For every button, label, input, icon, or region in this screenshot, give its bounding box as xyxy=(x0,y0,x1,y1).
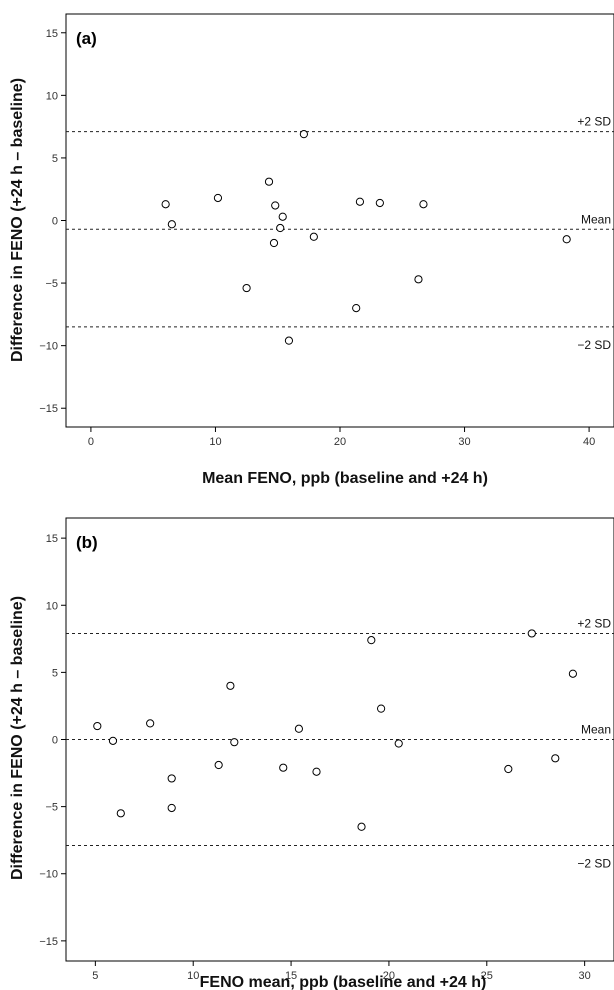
panel-b-x-tick-label: 20 xyxy=(383,970,395,982)
panel-b-x-tick-label: 10 xyxy=(187,970,199,982)
panel-b-data-point xyxy=(377,704,386,713)
panel-b-label: (b) xyxy=(76,533,98,552)
panel-b-plot-frame xyxy=(65,517,614,962)
panel-a-y-tick-label: −5 xyxy=(45,278,58,290)
panel-b-data-point xyxy=(367,636,376,645)
panel-b-reference-label: Mean xyxy=(581,723,611,737)
panel-a-reference-lines: +2 SD Mean −2 SD xyxy=(66,115,614,352)
panel-b-y-tick-label: −10 xyxy=(39,869,58,881)
panel-b-ylabel: Difference in FENO (+24 h – baseline) xyxy=(9,596,26,880)
panel-b-data-point xyxy=(108,736,118,745)
panel-a: Difference in FENO (+24 h – baseline) 15… xyxy=(9,13,614,487)
panel-a-y-tick-label: −10 xyxy=(39,341,58,353)
panel-a-x-tick-label: 20 xyxy=(334,436,346,448)
panel-a-data-point xyxy=(278,212,287,221)
panel-a-x-tick-label: 30 xyxy=(458,436,470,448)
panel-a-data-point xyxy=(355,197,365,206)
panel-a-x-tick-label: 0 xyxy=(88,436,94,448)
panel-a-points xyxy=(161,130,571,345)
panel-a-data-point xyxy=(276,223,285,233)
panel-a-data-point xyxy=(375,198,384,208)
panel-b-y-tick-label: −15 xyxy=(39,936,58,948)
panel-b-xlabel: FENO mean, ppb (baseline and +24 h) xyxy=(200,974,487,990)
panel-b-x-tick-label: 5 xyxy=(92,970,98,982)
panel-b: Difference in FENO (+24 h – baseline) 15… xyxy=(9,517,614,990)
panel-a-data-point xyxy=(419,200,428,209)
panel-a-y-tick-label: 10 xyxy=(46,90,58,102)
panel-a-label: (a) xyxy=(76,29,97,48)
panel-a-data-point xyxy=(271,201,280,210)
panel-b-y-tick-label: −5 xyxy=(45,802,58,814)
panel-b-data-point xyxy=(93,721,102,731)
panel-b-y-tick-label: 5 xyxy=(52,667,58,679)
panel-a-y-tick-label: 15 xyxy=(46,28,58,40)
panel-a-y-tick-label: 5 xyxy=(52,153,58,165)
panel-b-reference-label: −2 SD xyxy=(577,857,611,871)
panel-b-x-tick-label: 25 xyxy=(481,970,493,982)
panel-b-reference-label: +2 SD xyxy=(577,616,611,630)
panel-a-reference-label: +2 SD xyxy=(577,115,611,129)
panel-a-data-point xyxy=(562,235,571,244)
panel-b-data-point xyxy=(394,739,403,748)
panel-a-data-point xyxy=(264,177,274,186)
panel-a-y-axis: 15 10 5 0 −5 −10 −15 xyxy=(39,28,66,415)
panel-a-data-point xyxy=(161,200,170,209)
panel-b-x-tick-label: 15 xyxy=(285,970,297,982)
panel-a-data-point xyxy=(167,220,176,229)
panel-a-ylabel: Difference in FENO (+24 h – baseline) xyxy=(9,78,26,362)
panel-b-data-point xyxy=(146,719,155,728)
panel-b-data-point xyxy=(527,629,536,638)
panel-a-reference-label: −2 SD xyxy=(577,338,611,352)
panel-a-x-tick-label: 40 xyxy=(583,436,595,448)
panel-b-data-point xyxy=(294,724,303,733)
panel-b-data-point xyxy=(551,754,560,763)
panel-a-x-axis: 0 10 20 30 40 xyxy=(88,427,595,448)
panel-b-data-point xyxy=(116,809,125,818)
panel-b-data-point xyxy=(504,764,513,774)
panel-b-data-point xyxy=(167,803,176,813)
panel-b-data-point xyxy=(230,738,239,747)
panel-a-reference-label: Mean xyxy=(581,212,611,226)
panel-a-data-point xyxy=(414,275,423,284)
panel-a-xlabel: Mean FENO, ppb (baseline and +24 h) xyxy=(202,470,488,487)
panel-a-data-point xyxy=(309,232,318,241)
panel-a-data-point xyxy=(269,238,279,248)
panel-b-points xyxy=(93,629,578,831)
panel-b-x-axis: 5 10 15 20 25 30 xyxy=(92,961,591,982)
panel-a-data-point xyxy=(242,283,251,293)
panel-b-y-tick-label: 10 xyxy=(46,600,58,612)
panel-b-x-tick-label: 30 xyxy=(579,970,591,982)
panel-b-data-point xyxy=(214,760,223,770)
panel-b-reference-lines: +2 SD Mean −2 SD xyxy=(66,616,614,871)
panel-a-data-point xyxy=(213,193,223,203)
panel-a-data-point xyxy=(284,336,294,345)
panel-a-data-point xyxy=(352,304,361,313)
panel-b-data-point xyxy=(279,763,288,772)
panel-b-data-point xyxy=(568,669,578,678)
panel-b-y-tick-label: 15 xyxy=(46,533,58,545)
panel-a-plot-frame xyxy=(65,13,614,428)
panel-b-data-point xyxy=(357,822,366,831)
panel-b-data-point xyxy=(226,681,235,690)
panel-a-y-tick-label: 0 xyxy=(52,216,58,228)
panel-b-data-point xyxy=(312,767,321,776)
panel-b-y-axis: 15 10 5 0 −5 −10 −15 xyxy=(39,533,66,948)
panel-b-data-point xyxy=(167,774,176,783)
panel-b-y-tick-label: 0 xyxy=(52,735,58,747)
panel-a-data-point xyxy=(299,130,308,139)
panel-a-y-tick-label: −15 xyxy=(39,403,58,415)
panel-a-x-tick-label: 10 xyxy=(209,436,221,448)
